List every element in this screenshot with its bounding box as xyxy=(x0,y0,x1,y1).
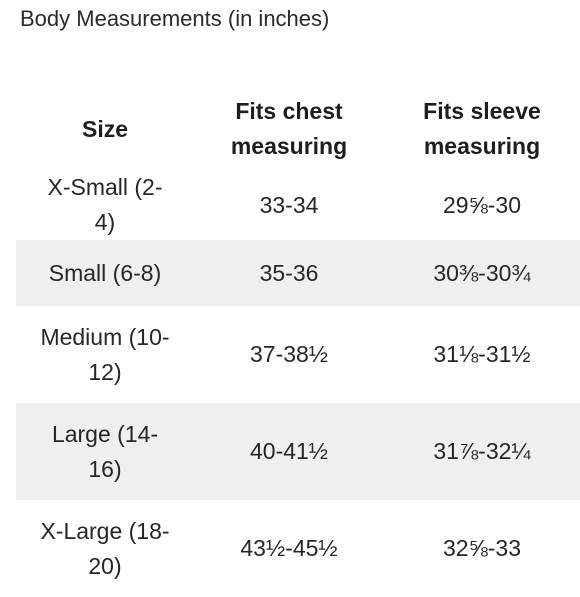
size-cell: Large (14-16) xyxy=(51,420,159,482)
size-cell: Medium (10-12) xyxy=(40,323,170,385)
table-row: X-Small (2-4) 33-34 29⅝-30 xyxy=(16,170,580,240)
table-row: Large (14-16) 40-41½ 31⅞-32¼ xyxy=(16,403,580,500)
sleeve-cell: 29⅝-30 xyxy=(442,191,521,218)
chest-cell: 37-38½ xyxy=(249,341,328,367)
sleeve-cell: 32⅝-33 xyxy=(442,535,521,561)
chest-cell: 43½-45½ xyxy=(240,535,338,561)
size-chart-table: Size Fits chest measuring Fits sleeve me… xyxy=(16,88,580,597)
header-chest: Fits chest measuring xyxy=(230,98,348,159)
page-title: Body Measurements (in inches) xyxy=(20,6,330,31)
table-row: X-Large (18-20) 43½-45½ 32⅝-33 xyxy=(16,500,580,597)
table-row: Small (6-8) 35-36 30⅜-30¾ xyxy=(16,240,580,306)
sleeve-cell: 31⅛-31½ xyxy=(433,341,531,367)
chest-cell: 33-34 xyxy=(259,191,319,218)
table-row: Medium (10-12) 37-38½ 31⅛-31½ xyxy=(16,306,580,403)
sleeve-cell: 30⅜-30¾ xyxy=(384,240,580,306)
chest-cell: 40-41½ xyxy=(194,403,384,500)
sleeve-cell: 31⅞-32¼ xyxy=(384,403,580,500)
size-cell: Small (6-8) xyxy=(48,259,162,286)
table-header-row: Size Fits chest measuring Fits sleeve me… xyxy=(16,88,580,170)
size-cell: X-Small (2-4) xyxy=(47,174,163,235)
size-cell: X-Large (18-20) xyxy=(40,517,170,579)
header-sleeve: Fits sleeve measuring xyxy=(423,98,541,159)
chest-cell: 35-36 xyxy=(194,240,384,306)
header-size: Size xyxy=(81,115,129,142)
